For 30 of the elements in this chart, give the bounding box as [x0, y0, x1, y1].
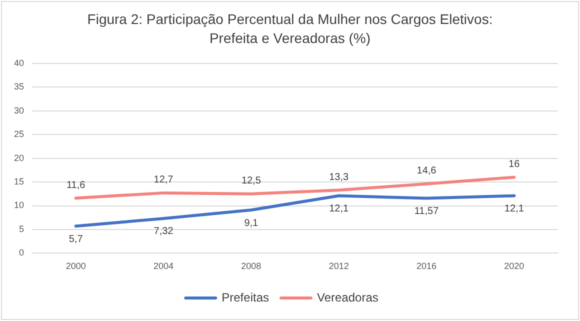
data-label: 7,32 [154, 226, 174, 238]
y-tick-label: 0 [18, 248, 24, 258]
y-tick-label: 25 [14, 129, 24, 140]
y-tick-label: 40 [14, 58, 24, 68]
data-label: 11,57 [414, 206, 440, 218]
data-label: 12,5 [241, 176, 262, 187]
data-label: 14,6 [416, 166, 437, 177]
data-label: 16 [508, 159, 520, 170]
data-label: 12,1 [504, 204, 524, 215]
x-tick-label: 2008 [241, 261, 262, 272]
y-tick-label: 5 [18, 224, 24, 234]
x-tick-label: 2004 [153, 261, 174, 272]
legend-label: Prefeitas [222, 290, 269, 304]
data-label: 12,1 [329, 204, 350, 215]
y-tick-label: 10 [14, 200, 24, 210]
data-label: 9,1 [244, 218, 259, 229]
chart-title: Figura 2: Participação Percentual da Mulher nos Cargos Eletivos: Prefeita e Vereadoras (%) [86, 10, 494, 48]
x-tick-label: 2012 [328, 261, 349, 272]
y-tick-label: 30 [14, 105, 24, 116]
data-label: 13,3 [329, 172, 350, 183]
x-tick-label: 2000 [66, 261, 86, 272]
x-tick-label: 2016 [416, 261, 437, 272]
legend-label: Vereadoras [316, 290, 378, 304]
data-label: 12,7 [154, 174, 174, 186]
data-label: 11,6 [66, 180, 86, 191]
y-tick-label: 15 [14, 176, 24, 187]
data-label: 5,7 [68, 234, 84, 245]
y-tick-label: 20 [14, 152, 24, 163]
y-tick-label: 35 [14, 82, 24, 92]
x-tick-label: 2020 [504, 261, 524, 272]
